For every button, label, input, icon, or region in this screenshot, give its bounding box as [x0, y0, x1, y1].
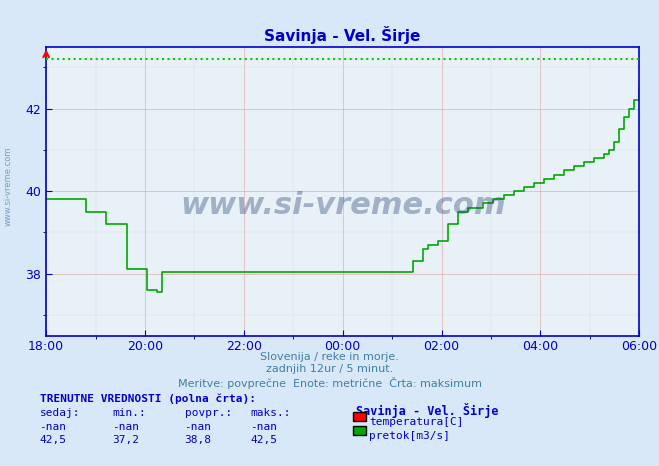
- Text: sedaj:: sedaj:: [40, 408, 80, 418]
- Text: www.si-vreme.com: www.si-vreme.com: [3, 147, 13, 226]
- Text: povpr.:: povpr.:: [185, 408, 232, 418]
- Text: maks.:: maks.:: [250, 408, 291, 418]
- Text: min.:: min.:: [112, 408, 146, 418]
- Text: 38,8: 38,8: [185, 435, 212, 445]
- Text: temperatura[C]: temperatura[C]: [369, 417, 463, 427]
- Text: Savinja - Vel. Širje: Savinja - Vel. Širje: [356, 403, 498, 418]
- Text: -nan: -nan: [250, 422, 277, 432]
- Text: -nan: -nan: [185, 422, 212, 432]
- Text: -nan: -nan: [112, 422, 139, 432]
- Title: Savinja - Vel. Širje: Savinja - Vel. Širje: [264, 26, 421, 44]
- Text: Slovenija / reke in morje.: Slovenija / reke in morje.: [260, 352, 399, 362]
- Text: -nan: -nan: [40, 422, 67, 432]
- Text: www.si-vreme.com: www.si-vreme.com: [180, 191, 505, 220]
- Text: zadnjih 12ur / 5 minut.: zadnjih 12ur / 5 minut.: [266, 364, 393, 374]
- Text: Meritve: povprečne  Enote: metrične  Črta: maksimum: Meritve: povprečne Enote: metrične Črta:…: [177, 377, 482, 389]
- Text: TRENUTNE VREDNOSTI (polna črta):: TRENUTNE VREDNOSTI (polna črta):: [40, 394, 256, 404]
- Text: 37,2: 37,2: [112, 435, 139, 445]
- Text: 42,5: 42,5: [40, 435, 67, 445]
- Text: 42,5: 42,5: [250, 435, 277, 445]
- Text: pretok[m3/s]: pretok[m3/s]: [369, 431, 450, 441]
